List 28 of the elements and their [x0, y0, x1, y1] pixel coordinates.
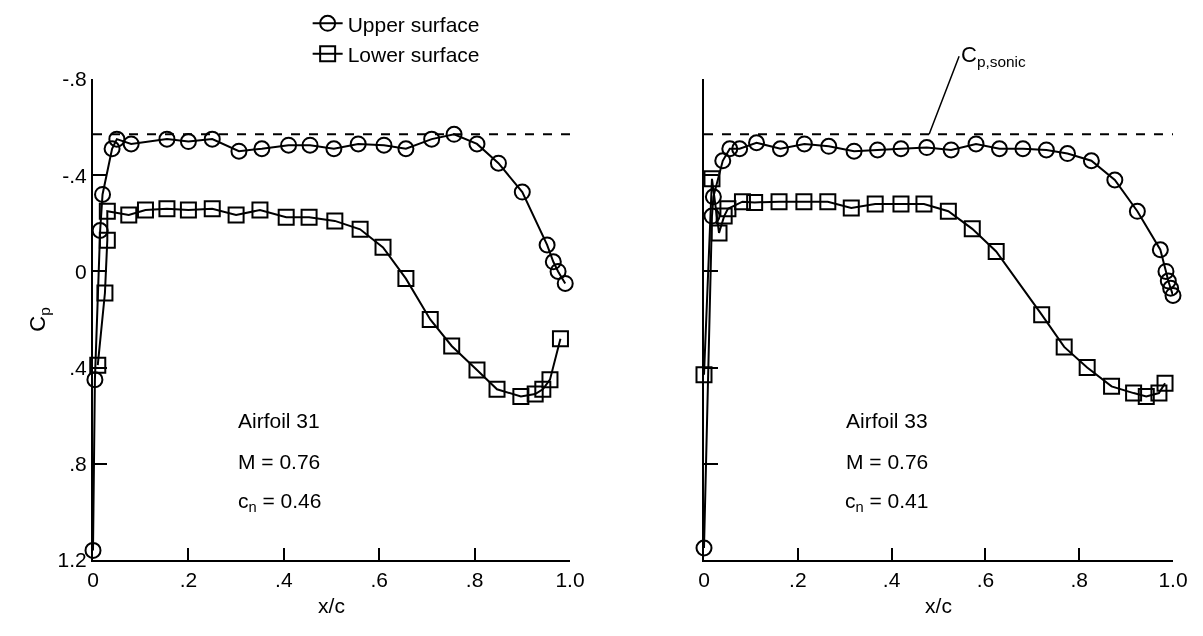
- annotation: Airfoil 33: [846, 409, 928, 432]
- y-tick-label: 0: [75, 259, 87, 283]
- annotation: c$_{n}$ = 0.41: [845, 489, 929, 516]
- x-tick-label: .6: [370, 568, 388, 592]
- y-tick-label: .8: [69, 452, 87, 476]
- annotation: c$_{n}$ = 0.46: [238, 489, 322, 516]
- legend-label: Lower surface: [347, 42, 480, 66]
- y-tick-label: .4: [69, 355, 88, 379]
- x-tick-label: 0: [698, 568, 710, 592]
- annotation: M = 0.76: [238, 450, 321, 473]
- ref-line-label: C$_{p,sonic}$: [961, 42, 1026, 70]
- x-tick-label: .4: [882, 568, 901, 592]
- x-tick-label: 1.0: [1158, 568, 1188, 592]
- x-tick-label: .8: [465, 568, 484, 592]
- annotation: M = 0.76: [846, 450, 929, 473]
- x-axis-title: x/c: [318, 593, 345, 617]
- x-tick-label: .2: [179, 568, 198, 592]
- legend-label: Upper surface: [347, 12, 480, 36]
- y-tick-label: -.4: [62, 163, 88, 187]
- y-tick-label: -.8: [62, 67, 87, 91]
- x-tick-label: .8: [1070, 568, 1088, 592]
- x-tick-label: 1.0: [555, 568, 585, 592]
- x-tick-label: .2: [789, 568, 807, 592]
- y-tick-label: 1.2: [57, 548, 87, 572]
- x-tick-label: .4: [275, 568, 293, 592]
- annotation: Airfoil 31: [238, 409, 320, 432]
- x-tick-label: .6: [976, 568, 995, 592]
- x-axis-title: x/c: [925, 593, 952, 617]
